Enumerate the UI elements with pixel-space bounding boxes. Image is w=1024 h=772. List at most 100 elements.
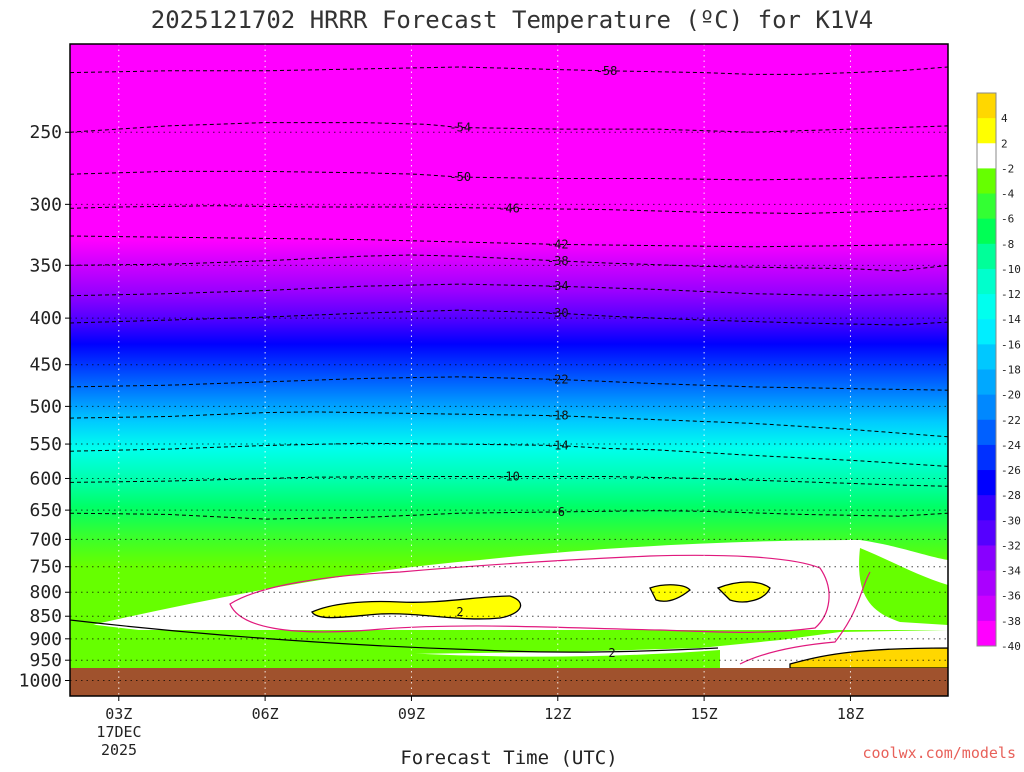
- colorbar-swatch: [977, 394, 996, 421]
- isotherm-label--42: -42: [547, 237, 569, 251]
- colorbar-tick--28: -28: [1001, 489, 1021, 502]
- isotherm-label--54: -54: [449, 120, 471, 134]
- above-freezing-pocket-1: [311, 595, 522, 620]
- contour-2-lower: [70, 619, 719, 653]
- plot-frame: [69, 43, 949, 697]
- x-tick-03Z: 03Z: [105, 705, 132, 723]
- colorbar-swatch: [977, 369, 996, 396]
- x-date-year: 2025: [101, 741, 137, 759]
- colorbar-tick--16: -16: [1001, 338, 1021, 351]
- isotherm--10: [70, 476, 948, 487]
- colorbar-tick--22: -22: [1001, 414, 1021, 427]
- isotherm--14: [70, 442, 948, 467]
- y-axis: 2503003504004505005506006507007508008509…: [19, 122, 70, 691]
- y-tick-1000: 1000: [19, 670, 62, 691]
- contour-label-2-lower: 2: [608, 646, 615, 660]
- isotherm--46: [70, 205, 948, 215]
- colorbar-swatch: [977, 168, 996, 195]
- isotherm-label--30: -30: [547, 306, 569, 320]
- colorbar-tick--40: -40: [1001, 640, 1021, 653]
- colorbar-swatch: [977, 444, 996, 471]
- isotherm-label--18: -18: [547, 409, 569, 423]
- isotherm-label--22: -22: [547, 372, 569, 386]
- x-tick-18Z: 18Z: [837, 705, 864, 723]
- above-freezing-pocket-3: [716, 581, 771, 603]
- isotherm--42: [70, 235, 948, 248]
- plot-area: 2 2 -58 -54 -50 -46 -42 -38 -34 -30 -22 -18 -14 -10…: [70, 44, 948, 696]
- x-tick-15Z: 15Z: [691, 705, 718, 723]
- surface-warm-layer: [789, 647, 948, 669]
- y-tick-750: 750: [29, 557, 62, 578]
- zero-degree-line-lower: [739, 571, 871, 665]
- y-tick-900: 900: [29, 629, 62, 650]
- y-tick-400: 400: [29, 308, 62, 329]
- colorbar-tick--30: -30: [1001, 514, 1021, 527]
- isotherm--18: [70, 411, 948, 438]
- colorbar-tick--14: -14: [1001, 313, 1021, 326]
- x-axis-label: Forecast Time (UTC): [400, 747, 617, 768]
- isotherm--30: [70, 309, 948, 326]
- colorbar-tick--20: -20: [1001, 389, 1021, 402]
- isotherm-label--38: -38: [547, 254, 569, 268]
- colorbar-swatch: [977, 243, 996, 270]
- colorbar-swatch: [977, 143, 996, 169]
- isotherm--6: [70, 510, 948, 520]
- colorbar-frame: [976, 92, 997, 647]
- contour-label-2: 2: [456, 605, 463, 619]
- isotherm--50: [70, 170, 948, 181]
- isotherm-label--10: -10: [498, 469, 520, 483]
- y-tick-850: 850: [29, 606, 62, 627]
- colorbar-tick--24: -24: [1001, 439, 1021, 452]
- colorbar-tick-2: 2: [1001, 137, 1008, 150]
- colorbar: 4 2 -2 -4 -6 -8 -10 -12 -14 -16 -18 -20 -22 -24 -26 -28…: [976, 92, 1021, 653]
- above-freezing-pocket-2: [649, 584, 691, 602]
- colorbar-tick--2: -2: [1001, 162, 1014, 175]
- y-tick-650: 650: [29, 500, 62, 521]
- isotherm--38: [70, 254, 948, 272]
- y-tick-950: 950: [29, 650, 62, 671]
- x-date-day: 17DEC: [96, 723, 141, 741]
- colorbar-tick--36: -36: [1001, 590, 1021, 603]
- colorbar-tick-4: 4: [1001, 112, 1008, 125]
- zero-degree-line: [229, 554, 830, 633]
- y-tick-700: 700: [29, 529, 62, 550]
- isotherm-label--46: -46: [498, 201, 520, 215]
- colorbar-tick--12: -12: [1001, 288, 1021, 301]
- warm-layer-green-right: [859, 548, 948, 625]
- isotherm-label--58: -58: [596, 64, 618, 78]
- y-tick-550: 550: [29, 434, 62, 455]
- colorbar-swatch: [977, 419, 996, 446]
- credit-link[interactable]: coolwx.com/models: [862, 744, 1016, 762]
- y-tick-350: 350: [29, 255, 62, 276]
- isotherm-label--6: -6: [551, 505, 565, 519]
- isotherms: -58 -54 -50 -46 -42 -38 -34 -30 -22 -18 -14 -10 -6: [70, 64, 948, 520]
- y-tick-800: 800: [29, 582, 62, 603]
- colorbar-swatch: [977, 620, 996, 647]
- x-tick-06Z: 06Z: [252, 705, 279, 723]
- colorbar-tick--18: -18: [1001, 364, 1021, 377]
- y-tick-500: 500: [29, 396, 62, 417]
- warm-layer-green-lower: [70, 622, 720, 668]
- colorbar-tick--4: -4: [1001, 188, 1015, 201]
- isotherm-label--14: -14: [547, 438, 569, 452]
- colorbar-swatch: [977, 545, 996, 572]
- x-tick-12Z: 12Z: [544, 705, 571, 723]
- y-tick-300: 300: [29, 194, 62, 215]
- colorbar-tick--34: -34: [1001, 565, 1021, 578]
- isotherm--22: [70, 376, 948, 391]
- colorbar-swatch: [977, 93, 996, 119]
- colorbar-swatch: [977, 218, 996, 245]
- y-tick-600: 600: [29, 468, 62, 489]
- colorbar-swatch: [977, 344, 996, 370]
- x-axis: 03Z 06Z 09Z 12Z 15Z 18Z: [105, 696, 864, 723]
- colorbar-swatch: [977, 319, 996, 345]
- colorbar-swatch: [977, 595, 996, 622]
- colorbar-swatch: [977, 294, 996, 320]
- x-tick-09Z: 09Z: [398, 705, 425, 723]
- y-tick-250: 250: [29, 122, 62, 143]
- colorbar-swatch: [977, 118, 996, 144]
- isotherm--58: [70, 66, 948, 75]
- colorbar-tick--8: -8: [1001, 238, 1014, 251]
- isotherm-label--34: -34: [547, 279, 569, 293]
